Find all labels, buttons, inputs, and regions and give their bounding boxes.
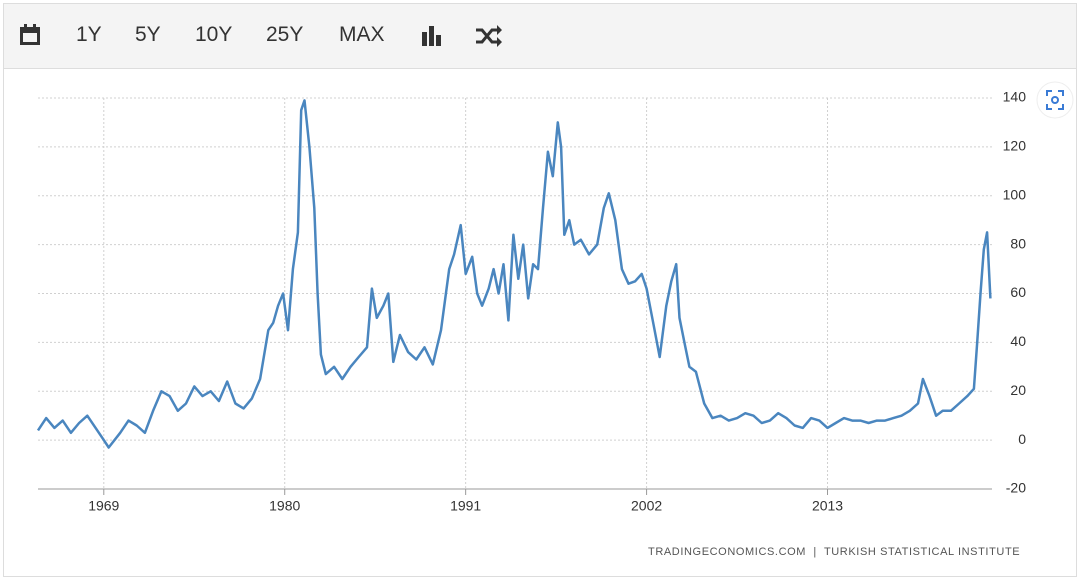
- x-tick-label: 2002: [631, 498, 662, 514]
- y-tick-label: 120: [1003, 138, 1027, 154]
- calendar-icon[interactable]: [19, 24, 43, 48]
- widget: 1Y 5Y 10Y 25Y MAX -20 0 20 40 60 80 100 120 140 1…: [3, 3, 1077, 577]
- y-tick-label: 60: [1010, 284, 1026, 300]
- x-tick-label: 1980: [269, 498, 300, 514]
- screenshot-icon: [1046, 90, 1064, 110]
- y-tick-label: 0: [1018, 431, 1026, 447]
- range-button[interactable]: 5Y: [135, 23, 161, 46]
- y-tick-label: 80: [1010, 235, 1026, 251]
- y-tick-label: 140: [1003, 89, 1027, 105]
- toolbar: 1Y 5Y 10Y 25Y MAX: [4, 4, 1076, 69]
- range-button[interactable]: 10Y: [195, 23, 233, 46]
- range-button[interactable]: MAX: [339, 23, 385, 46]
- y-tick-label: 40: [1010, 333, 1026, 349]
- range-button[interactable]: 1Y: [76, 23, 102, 46]
- x-tick-label: 1969: [88, 498, 119, 514]
- source-label: TRADINGECONOMICS.COM | TURKISH STATISTIC…: [648, 546, 1021, 558]
- bar-icon[interactable]: [421, 24, 445, 48]
- range-button[interactable]: 25Y: [266, 23, 304, 46]
- shuffle-icon[interactable]: [475, 24, 503, 48]
- x-tick-label: 2013: [812, 498, 843, 514]
- x-tick-label: 1991: [450, 498, 481, 514]
- screenshot-icon: [1051, 96, 1059, 104]
- screenshot-button[interactable]: [1036, 81, 1074, 119]
- y-tick-label: -20: [1006, 480, 1026, 496]
- y-tick-label: 100: [1003, 186, 1027, 202]
- y-tick-label: 20: [1010, 382, 1026, 398]
- line: [36, 99, 992, 449]
- chart: -20 0 20 40 60 80 100 120 140 1969 1980 1991 2002 201…: [36, 81, 1074, 514]
